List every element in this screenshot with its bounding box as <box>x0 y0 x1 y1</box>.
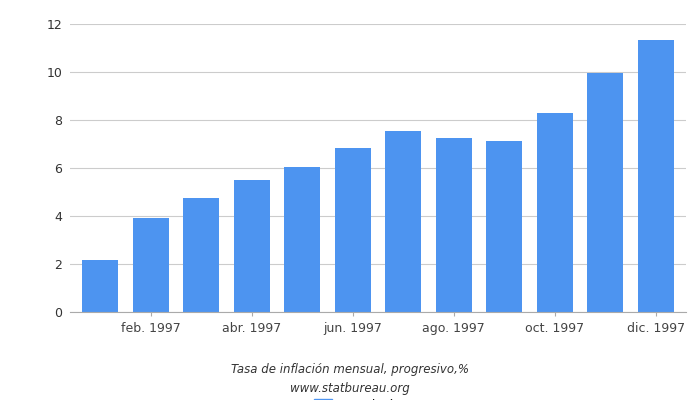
Bar <box>385 131 421 312</box>
Bar <box>284 167 321 312</box>
Bar <box>234 180 270 312</box>
Bar <box>82 260 118 312</box>
Text: www.statbureau.org: www.statbureau.org <box>290 382 410 395</box>
Legend: Kazajstán, 1997: Kazajstán, 1997 <box>314 399 442 400</box>
Text: Tasa de inflación mensual, progresivo,%: Tasa de inflación mensual, progresivo,% <box>231 364 469 376</box>
Bar <box>132 218 169 312</box>
Bar <box>486 141 522 312</box>
Bar <box>587 73 624 312</box>
Bar <box>536 113 573 312</box>
Bar <box>183 198 220 312</box>
Bar <box>435 138 472 312</box>
Bar <box>638 40 674 312</box>
Bar <box>335 148 371 312</box>
